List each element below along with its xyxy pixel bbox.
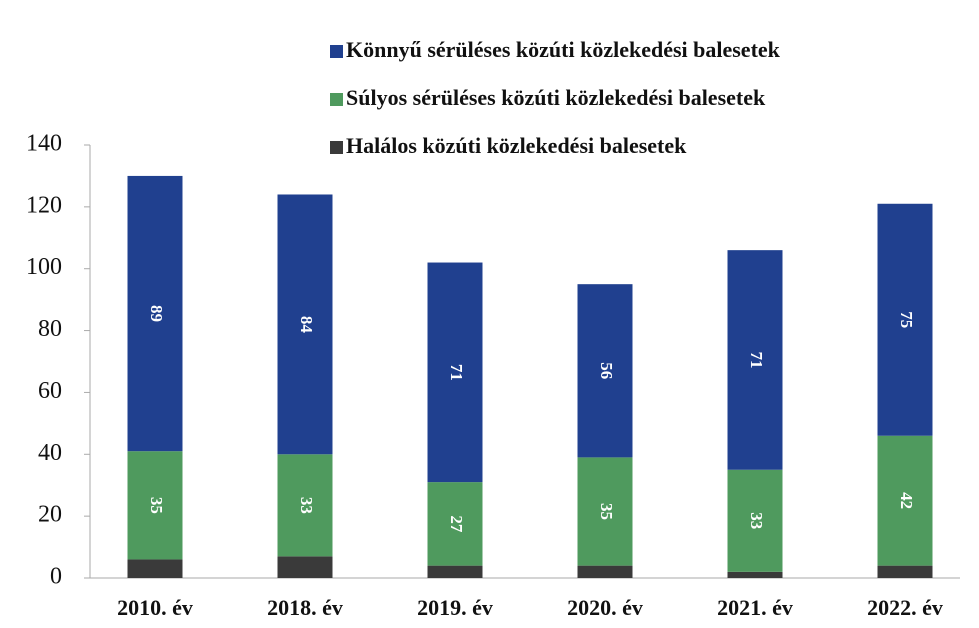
y-tick-label: 140 <box>26 131 62 157</box>
x-tick-label: 2018. év <box>267 595 343 620</box>
bar-segment <box>577 565 633 578</box>
y-tick-label: 100 <box>26 254 62 280</box>
bar-segment <box>427 565 483 578</box>
data-label: 84 <box>297 316 316 334</box>
bar-segment <box>577 284 633 458</box>
data-label: 71 <box>447 364 466 381</box>
bar-segment <box>727 571 783 578</box>
bar-segment <box>127 175 183 452</box>
y-tick-label: 20 <box>38 502 62 528</box>
data-label: 35 <box>147 497 166 514</box>
legend-label: Könnyű sérüléses közúti közlekedési bale… <box>346 37 781 62</box>
data-label: 75 <box>897 311 916 328</box>
data-label: 71 <box>747 351 766 368</box>
data-label: 42 <box>897 492 916 509</box>
bar-segment <box>427 262 483 483</box>
x-tick-label: 2010. év <box>117 595 193 620</box>
bar-segment <box>277 194 333 455</box>
y-tick-label: 80 <box>38 316 62 342</box>
bar-segment <box>877 565 933 578</box>
legend-label: Súlyos sérüléses közúti közlekedési bale… <box>346 85 766 110</box>
data-label: 33 <box>297 497 316 514</box>
bar-segment <box>127 451 183 560</box>
bar-segment <box>727 250 783 470</box>
data-label: 89 <box>147 305 166 322</box>
bar-segment <box>277 454 333 557</box>
bar-segment <box>877 435 933 566</box>
y-tick-label: 120 <box>26 192 62 218</box>
data-label: 35 <box>597 503 616 520</box>
data-label: 33 <box>747 512 766 529</box>
x-tick-label: 2022. év <box>867 595 943 620</box>
x-tick-label: 2019. év <box>417 595 493 620</box>
bar-segment <box>427 482 483 566</box>
x-tick-label: 2020. év <box>567 595 643 620</box>
y-tick-label: 40 <box>38 440 62 466</box>
bar-segment <box>277 556 333 578</box>
legend-swatch <box>330 141 343 154</box>
x-tick-label: 2021. év <box>717 595 793 620</box>
data-label: 56 <box>597 362 616 379</box>
data-label: 27 <box>447 515 466 533</box>
legend-swatch <box>330 45 343 58</box>
bar-segment <box>577 457 633 566</box>
bar-segment <box>877 203 933 436</box>
legend-label: Halálos közúti közlekedési balesetek <box>346 133 687 158</box>
bar-segment <box>727 469 783 572</box>
legend-swatch <box>330 93 343 106</box>
bar-segment <box>127 559 183 578</box>
y-tick-label: 60 <box>38 378 62 404</box>
y-tick-label: 0 <box>50 564 62 590</box>
